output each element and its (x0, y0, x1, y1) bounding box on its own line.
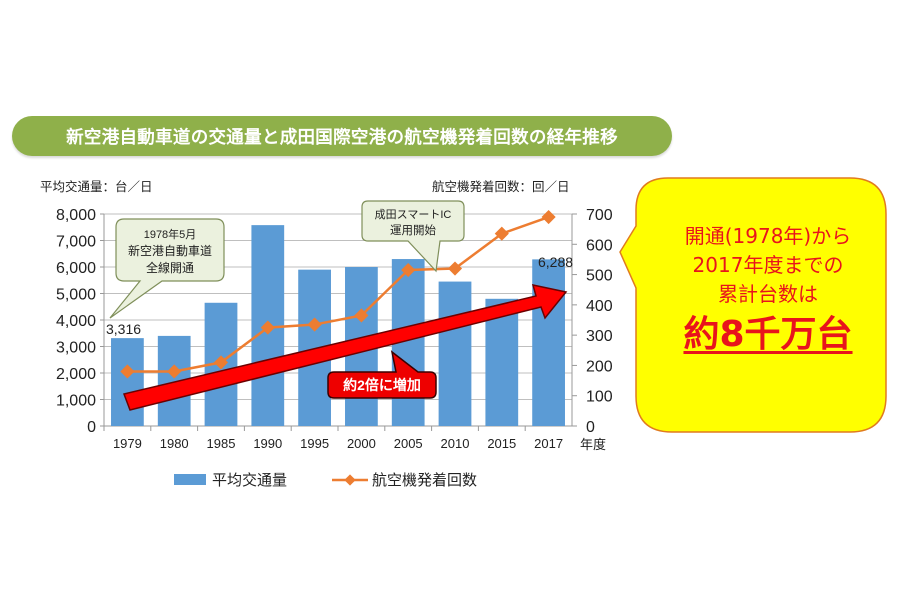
legend-item-traffic: 平均交通量 (174, 469, 287, 490)
line-marker (541, 209, 556, 225)
line-marker (494, 226, 509, 241)
x-tick: 1990 (253, 436, 282, 451)
x-tick: 1980 (160, 436, 189, 451)
left-y-axis: 0 1,000 2,000 3,000 4,000 5,000 6,000 7,000 8,00… (56, 207, 104, 436)
opening-callout: 1978年5月 新空港自動車道 全線開通 (109, 218, 225, 319)
left-y-tick: 0 (87, 419, 96, 436)
left-y-tick: 3,000 (56, 340, 96, 357)
left-y-tick: 7,000 (56, 234, 96, 251)
summary-box-text: 開通(1978年)から 2017年度までの 累計台数は 約8千万台 (664, 222, 872, 361)
right-y-tick: 600 (586, 237, 613, 254)
right-y-tick: 200 (586, 358, 613, 375)
left-y-tick: 4,000 (56, 313, 96, 330)
svg-text:約2倍に増加: 約2倍に増加 (343, 377, 421, 393)
right-y-tick: 400 (586, 298, 613, 315)
svg-text:全線開通: 全線開通 (146, 260, 194, 275)
legend-label-traffic: 平均交通量 (212, 471, 288, 489)
right-y-tick: 0 (586, 419, 595, 436)
line-marker (307, 317, 322, 332)
bar-swatch-icon (174, 474, 206, 485)
smart-ic-callout: 成田スマートIC 運用開始 (361, 200, 465, 273)
svg-text:新空港自動車道: 新空港自動車道 (128, 243, 212, 258)
left-y-tick: 2,000 (56, 366, 96, 383)
summary-emphasis: 約8千万台 (683, 314, 853, 355)
right-y-tick: 500 (586, 268, 613, 285)
x-axis-unit: 年度 (580, 437, 606, 452)
right-y-tick: 700 (586, 207, 613, 224)
data-label-last: 6,288 (538, 254, 573, 270)
line-marker-icon (332, 473, 368, 486)
x-tick: 2005 (394, 436, 423, 451)
svg-text:運用開始: 運用開始 (390, 223, 436, 237)
x-tick: 2010 (441, 436, 470, 451)
summary-line-2: 2017年度までの (692, 253, 844, 277)
data-label-first: 3,316 (106, 321, 141, 337)
line-marker (260, 320, 275, 335)
increase-arrow (122, 284, 568, 411)
line-marker (447, 261, 463, 276)
summary-box-shape (619, 177, 887, 433)
left-y-tick: 6,000 (56, 260, 96, 277)
line-marker (354, 308, 369, 323)
svg-text:1978年5月: 1978年5月 (144, 227, 197, 241)
x-tick: 2015 (487, 436, 516, 451)
x-tick: 1979 (113, 436, 142, 451)
x-tick: 2017 (534, 436, 563, 451)
x-axis: 1979 1980 1985 1990 1995 2000 2005 2010 2015 2017 (103, 426, 563, 451)
left-axis-unit: 平均交通量：台／日 (40, 179, 153, 194)
summary-line-3: 累計台数は (718, 282, 818, 306)
line-marker (401, 262, 416, 278)
right-axis-unit: 航空機発着回数：回／日 (432, 179, 570, 194)
bar-1979 (111, 338, 144, 426)
line-marker (120, 364, 135, 379)
bar-2017 (532, 259, 565, 426)
right-y-tick: 100 (586, 389, 613, 406)
line-marker (213, 355, 229, 370)
x-tick: 1985 (207, 436, 236, 451)
legend-label-flights: 航空機発着回数 (372, 471, 478, 489)
chart-legend: 平均交通量 航空機発着回数 (0, 469, 900, 493)
svg-text:成田スマートIC: 成田スマートIC (375, 208, 452, 221)
left-y-tick: 8,000 (56, 207, 96, 224)
x-tick: 1995 (300, 436, 329, 451)
chart-title: 新空港自動車道の交通量と成田国際空港の航空機発着回数の経年推移 (66, 127, 618, 148)
x-tick: 2000 (347, 436, 376, 451)
legend-item-flights: 航空機発着回数 (332, 469, 477, 490)
left-y-tick: 1,000 (56, 393, 96, 410)
left-y-tick: 5,000 (56, 287, 96, 304)
summary-line-1: 開通(1978年)から (684, 224, 852, 248)
increase-callout: 約2倍に増加 (327, 350, 437, 399)
chart-title-banner: 新空港自動車道の交通量と成田国際空港の航空機発着回数の経年推移 (12, 116, 672, 156)
line-marker (167, 364, 182, 379)
right-y-tick: 300 (586, 328, 613, 345)
bar-2010 (438, 281, 472, 426)
line-series-flights (120, 209, 556, 379)
right-y-axis: 0 100 200 300 400 500 600 700 (572, 207, 613, 436)
